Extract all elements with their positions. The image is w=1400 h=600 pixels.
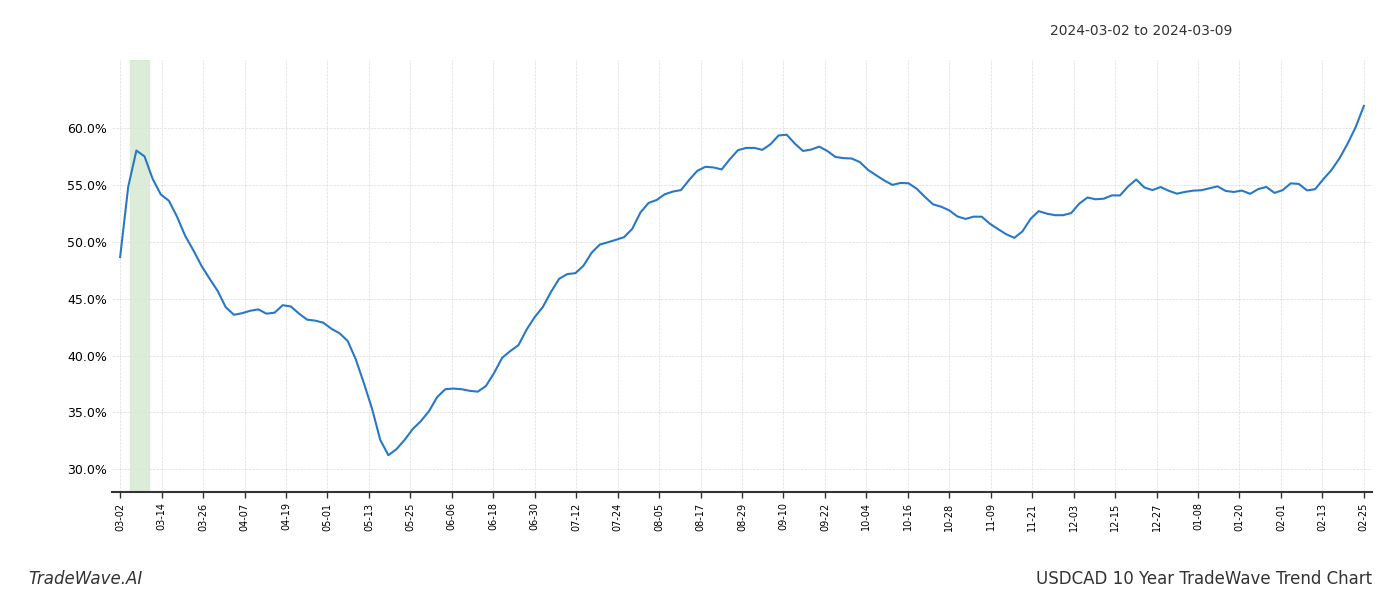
Text: USDCAD 10 Year TradeWave Trend Chart: USDCAD 10 Year TradeWave Trend Chart <box>1036 570 1372 588</box>
Text: TradeWave.AI: TradeWave.AI <box>28 570 143 588</box>
Text: 2024-03-02 to 2024-03-09: 2024-03-02 to 2024-03-09 <box>1050 24 1232 38</box>
Bar <box>130 60 148 492</box>
